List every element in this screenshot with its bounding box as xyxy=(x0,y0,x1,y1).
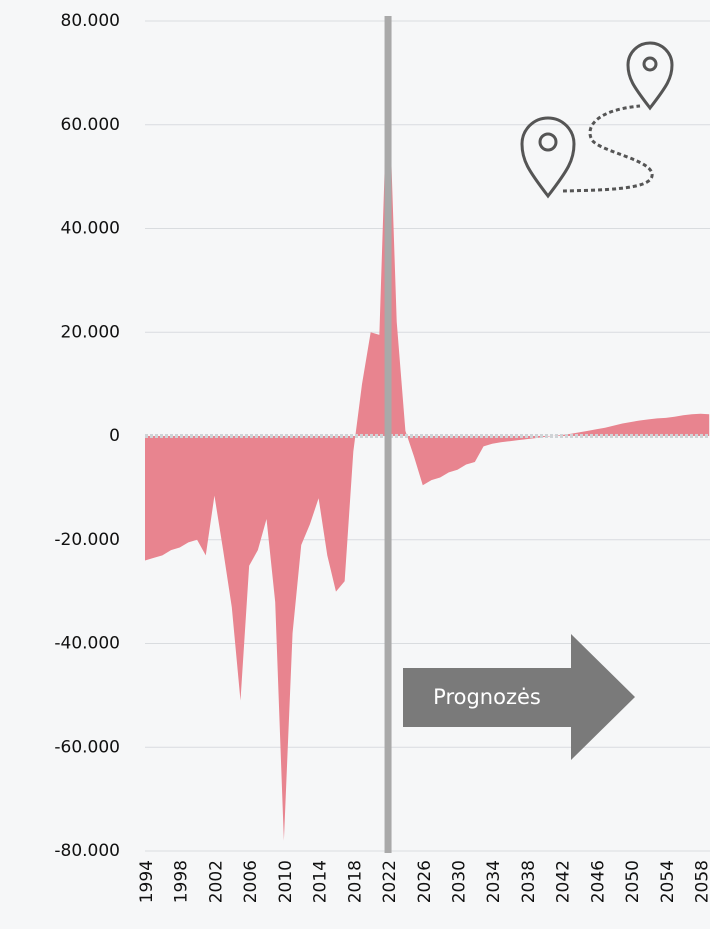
route-icon xyxy=(520,41,674,199)
y-tick-label: -40.000 xyxy=(54,634,120,654)
x-tick-label: 2042 xyxy=(554,860,574,903)
x-tick-label: 1994 xyxy=(137,860,157,903)
x-tick-label: 2038 xyxy=(519,860,539,903)
area xyxy=(145,62,710,841)
x-tick-label: 2002 xyxy=(206,860,226,903)
y-tick-label: -60.000 xyxy=(54,737,120,757)
x-tick-label: 2050 xyxy=(623,860,643,903)
x-tick-label: 2058 xyxy=(693,860,710,903)
y-tick-label: -80.000 xyxy=(54,841,120,861)
y-tick-label: 20.000 xyxy=(61,322,120,342)
x-tick-label: 2034 xyxy=(484,860,504,903)
x-tick-label: 2006 xyxy=(241,860,261,903)
x-tick-label: 2046 xyxy=(588,860,608,903)
x-tick-label: 2054 xyxy=(658,860,678,903)
y-tick-label: -20.000 xyxy=(54,530,120,550)
x-tick-label: 2014 xyxy=(311,860,331,903)
annotation: Prognozės xyxy=(433,685,541,709)
y-tick-label: 0 xyxy=(109,426,120,446)
x-tick-label: 2026 xyxy=(415,860,435,903)
y-tick-label: 80.000 xyxy=(61,11,120,31)
x-tick-label: 2022 xyxy=(380,860,400,903)
plot: -80.000 -60.000 -40.000 -20.000 0 20.000 40.00… xyxy=(54,11,710,903)
forecast-arrow xyxy=(403,634,635,760)
x-tick-label: 1998 xyxy=(172,860,192,903)
x-tick-label: 2010 xyxy=(276,860,296,903)
x-tick-label: 2018 xyxy=(345,860,365,903)
y-tick-label: 60.000 xyxy=(61,115,120,135)
y-tick-label: 40.000 xyxy=(61,219,120,239)
x-tick-label: 2030 xyxy=(449,860,469,903)
